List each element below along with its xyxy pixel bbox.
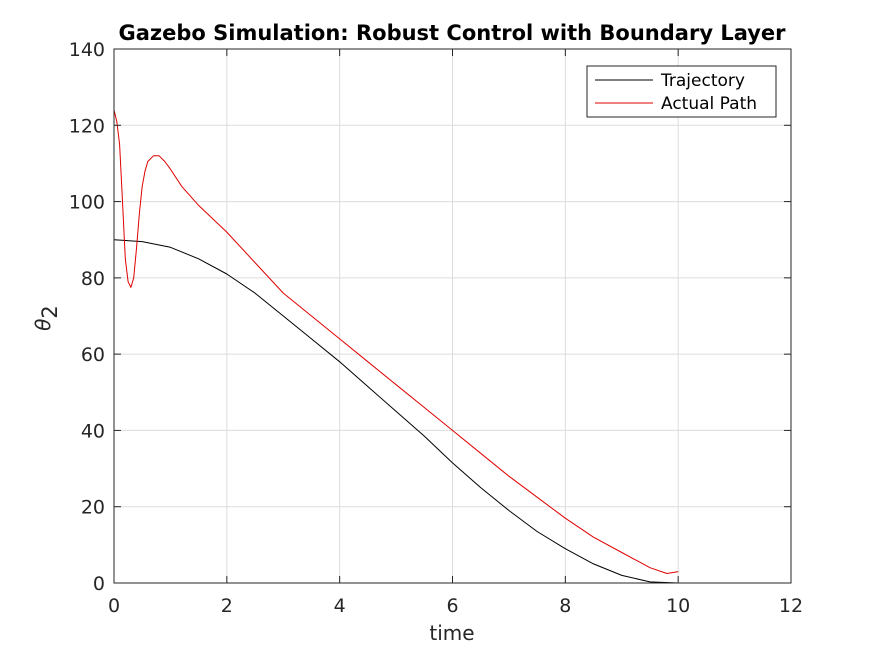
legend: Trajectory Actual Path [586, 65, 777, 118]
x-tick-label: 0 [108, 595, 120, 617]
x-tick-label: 8 [559, 595, 571, 617]
legend-box [586, 65, 777, 118]
legend-label: Actual Path [661, 94, 757, 114]
chart-title: Gazebo Simulation: Robust Control with B… [118, 21, 786, 45]
y-tick-label: 80 [81, 268, 105, 290]
x-tick-label: 12 [779, 595, 803, 617]
y-tick-label: 60 [81, 344, 105, 366]
y-axis-label: θ2 [31, 305, 62, 331]
y-tick-label: 120 [69, 115, 105, 137]
x-tick-label: 4 [334, 595, 346, 617]
series-layer [113, 109, 679, 584]
series-line-1 [113, 239, 679, 584]
x-axis-label: time [429, 621, 474, 645]
y-tick-label: 20 [81, 497, 105, 519]
y-axis-label-subscript: 2 [38, 305, 62, 318]
x-tick-label: 2 [221, 595, 233, 617]
y-tick-label: 40 [81, 420, 105, 442]
y-tick-label: 140 [69, 39, 105, 61]
legend-label: Trajectory [660, 71, 745, 91]
y-tick-label: 0 [93, 573, 105, 595]
svg-text:θ2: θ2 [31, 305, 62, 331]
series-line-2 [113, 109, 679, 574]
y-tick-label: 100 [69, 192, 105, 214]
x-tick-label: 10 [666, 595, 690, 617]
y-axis-label-base: θ [31, 319, 55, 331]
x-tick-label: 6 [446, 595, 458, 617]
